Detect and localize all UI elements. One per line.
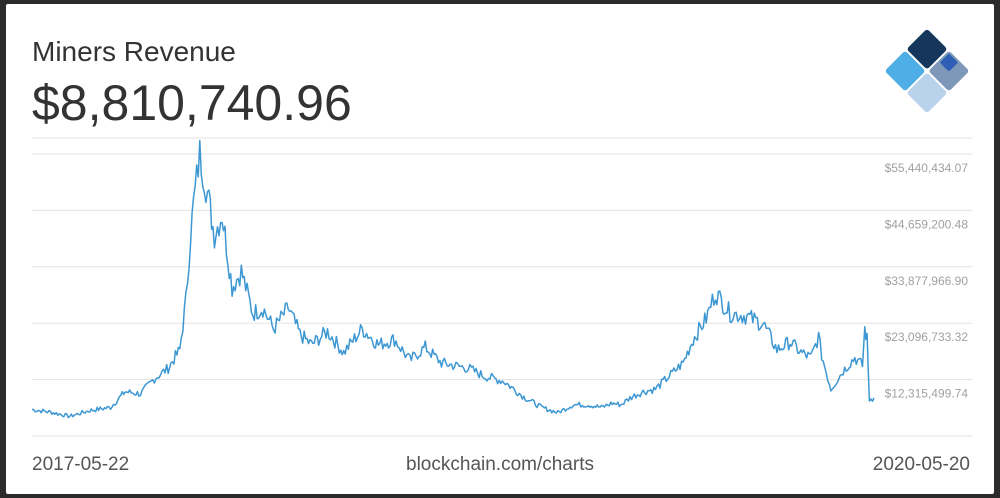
y-tick-label: $44,659,200.48	[885, 217, 969, 231]
end-date-label: 2020-05-20	[872, 454, 970, 475]
current-value: $8,810,740.96	[32, 75, 352, 131]
chart-card: Miners Revenue $8,810,740.96 $12,315,499…	[6, 4, 994, 494]
y-tick-label: $23,096,733.32	[885, 330, 969, 344]
y-tick-label: $55,440,434.07	[885, 161, 969, 175]
blockchain-logo-icon[interactable]	[880, 24, 974, 123]
start-date-label: 2017-05-22	[32, 454, 130, 475]
line-chart: $12,315,499.74 $23,096,733.32 $33,877,966.…	[31, 137, 972, 437]
source-link[interactable]: blockchain.com/charts	[406, 454, 594, 475]
y-tick-label: $12,315,499.74	[885, 387, 969, 401]
series-line	[31, 139, 875, 419]
chart-title: Miners Revenue	[32, 36, 236, 67]
y-tick-label: $33,877,966.90	[885, 274, 969, 288]
